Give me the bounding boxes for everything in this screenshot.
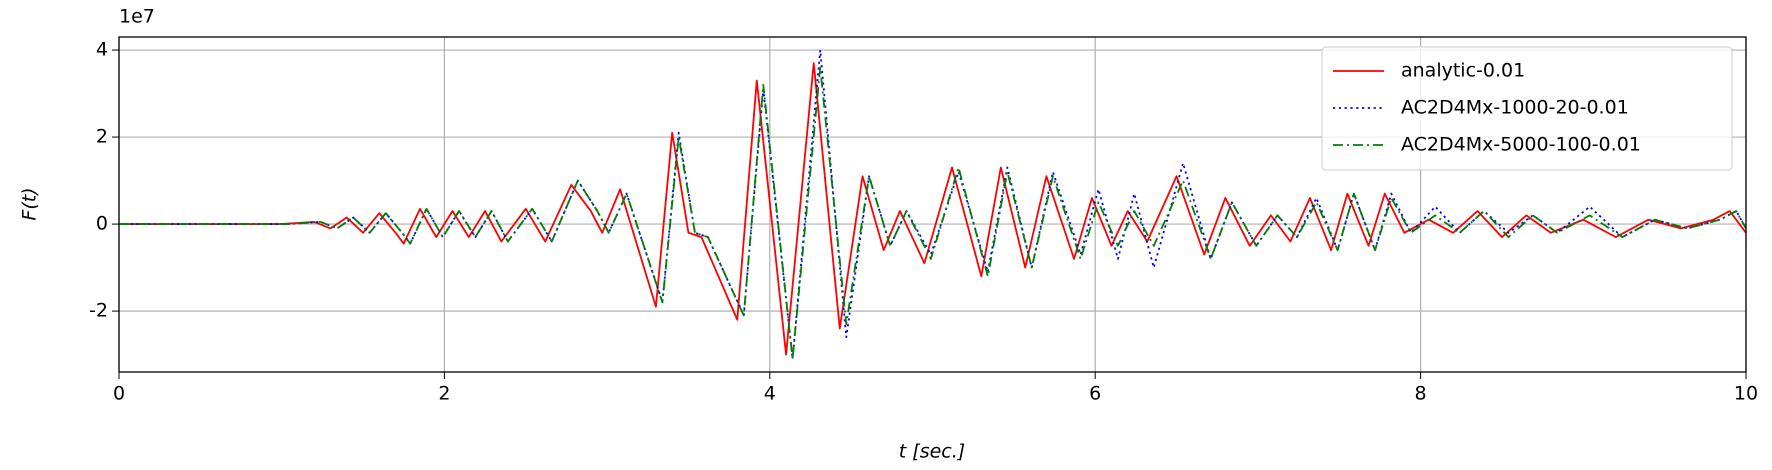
- x-axis-label: t [sec.]: [899, 441, 965, 463]
- legend-box: [1321, 46, 1733, 171]
- x-tick-label: 2: [438, 383, 450, 405]
- x-tick-label: 10: [1734, 383, 1758, 405]
- x-tick-label: 4: [764, 383, 776, 405]
- x-tick-label: 8: [1415, 383, 1427, 405]
- y-tick-label: -2: [89, 300, 108, 322]
- series-line: [119, 66, 1747, 360]
- plot-frame: [118, 36, 1747, 373]
- legend-label: analytic-0.01: [1401, 60, 1525, 82]
- y-tick-label: 2: [96, 126, 108, 148]
- series-line: [119, 62, 1747, 356]
- legend-label: AC2D4Mx-5000-100-0.01: [1401, 134, 1641, 156]
- x-tick-label: 6: [1089, 383, 1101, 405]
- offset-label: 1e7: [119, 6, 155, 28]
- x-tick-label: 0: [113, 383, 125, 405]
- y-tick-label: 0: [96, 213, 108, 235]
- legend-label: AC2D4Mx-1000-20-0.01: [1401, 97, 1629, 119]
- y-axis-label: F(t): [19, 187, 41, 220]
- y-tick-label: 4: [96, 39, 108, 61]
